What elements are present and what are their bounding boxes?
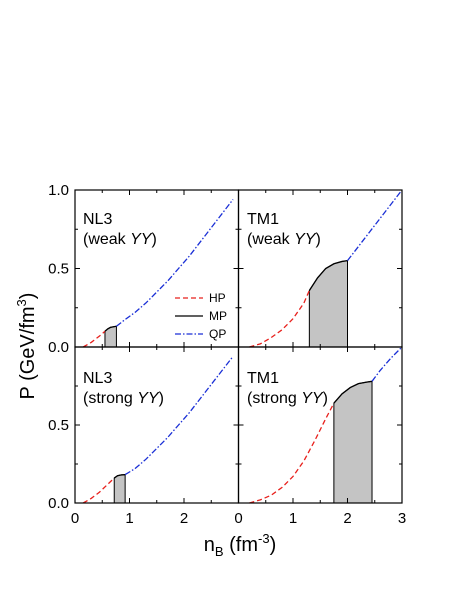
x-tick-label: 1 [289,510,297,527]
y-tick-label: 0.5 [48,417,69,434]
y-tick-label: 0.0 [48,339,69,356]
ticks: 0.0 0.5 1.0 0.0 0.5 0 1 2 0 1 2 3 [48,182,406,527]
mp-curve-tm1-weak [308,260,348,291]
panel-label-nl3-strong: NL3 [83,370,112,387]
qp-curve-nl3-strong [124,355,234,476]
panel-label-tm1-strong: TM1 [247,370,279,387]
hp-curve-tm1-strong [249,402,335,504]
qp-curve-nl3-weak [116,199,234,327]
panel-sublabel-nl3-strong: (strong YY) [83,390,164,407]
panel-sublabel-tm1-strong: (strong YY) [247,390,328,407]
x-axis-title-sup: -3 [258,531,270,546]
x-tick-label: 0 [234,510,242,527]
hp-curve-nl3-weak [82,330,106,348]
legend-label-hp: HP [209,291,226,305]
y-axis-title-sup: 3 [14,299,29,306]
legend-label-mp: MP [209,309,227,323]
x-tick-label: 0 [71,510,79,527]
hp-curve-nl3-strong [82,477,115,504]
mixed-phase-region-tm1-strong [333,380,373,504]
qp-curve-tm1-strong [371,346,403,382]
mp-curve-tm1-strong [333,380,373,404]
x-tick-label: 3 [398,510,406,527]
y-tick-label: 1.0 [48,182,69,199]
y-axis-title: P (GeV/fm3) [14,293,39,400]
mixed-phase-region-nl3-strong [113,474,126,504]
y-tick-label: 0.5 [48,261,69,278]
mixed-phase-region-tm1-weak [308,260,348,348]
qp-curve-tm1-weak [346,189,403,262]
panel-label-nl3-weak: NL3 [83,211,112,228]
hp-curve-tm1-weak [249,290,310,348]
panel-label-tm1-weak: TM1 [247,211,279,228]
panel-sublabel-tm1-weak: (weak YY) [247,231,321,248]
panel-sublabel-nl3-weak: (weak YY) [83,231,157,248]
mp-curve-nl3-weak [104,325,117,332]
curves [82,189,403,504]
x-axis-title-sub: B [215,544,224,559]
legend-label-qp: QP [209,327,226,341]
x-tick-label: 2 [343,510,351,527]
x-tick-label: 2 [180,510,188,527]
x-tick-label: 1 [125,510,133,527]
y-tick-label: 0.0 [48,495,69,512]
x-axis-title: nB (fm-3) [204,531,276,559]
mp-curve-nl3-strong [113,473,126,479]
legend: HP MP QP [175,291,227,341]
